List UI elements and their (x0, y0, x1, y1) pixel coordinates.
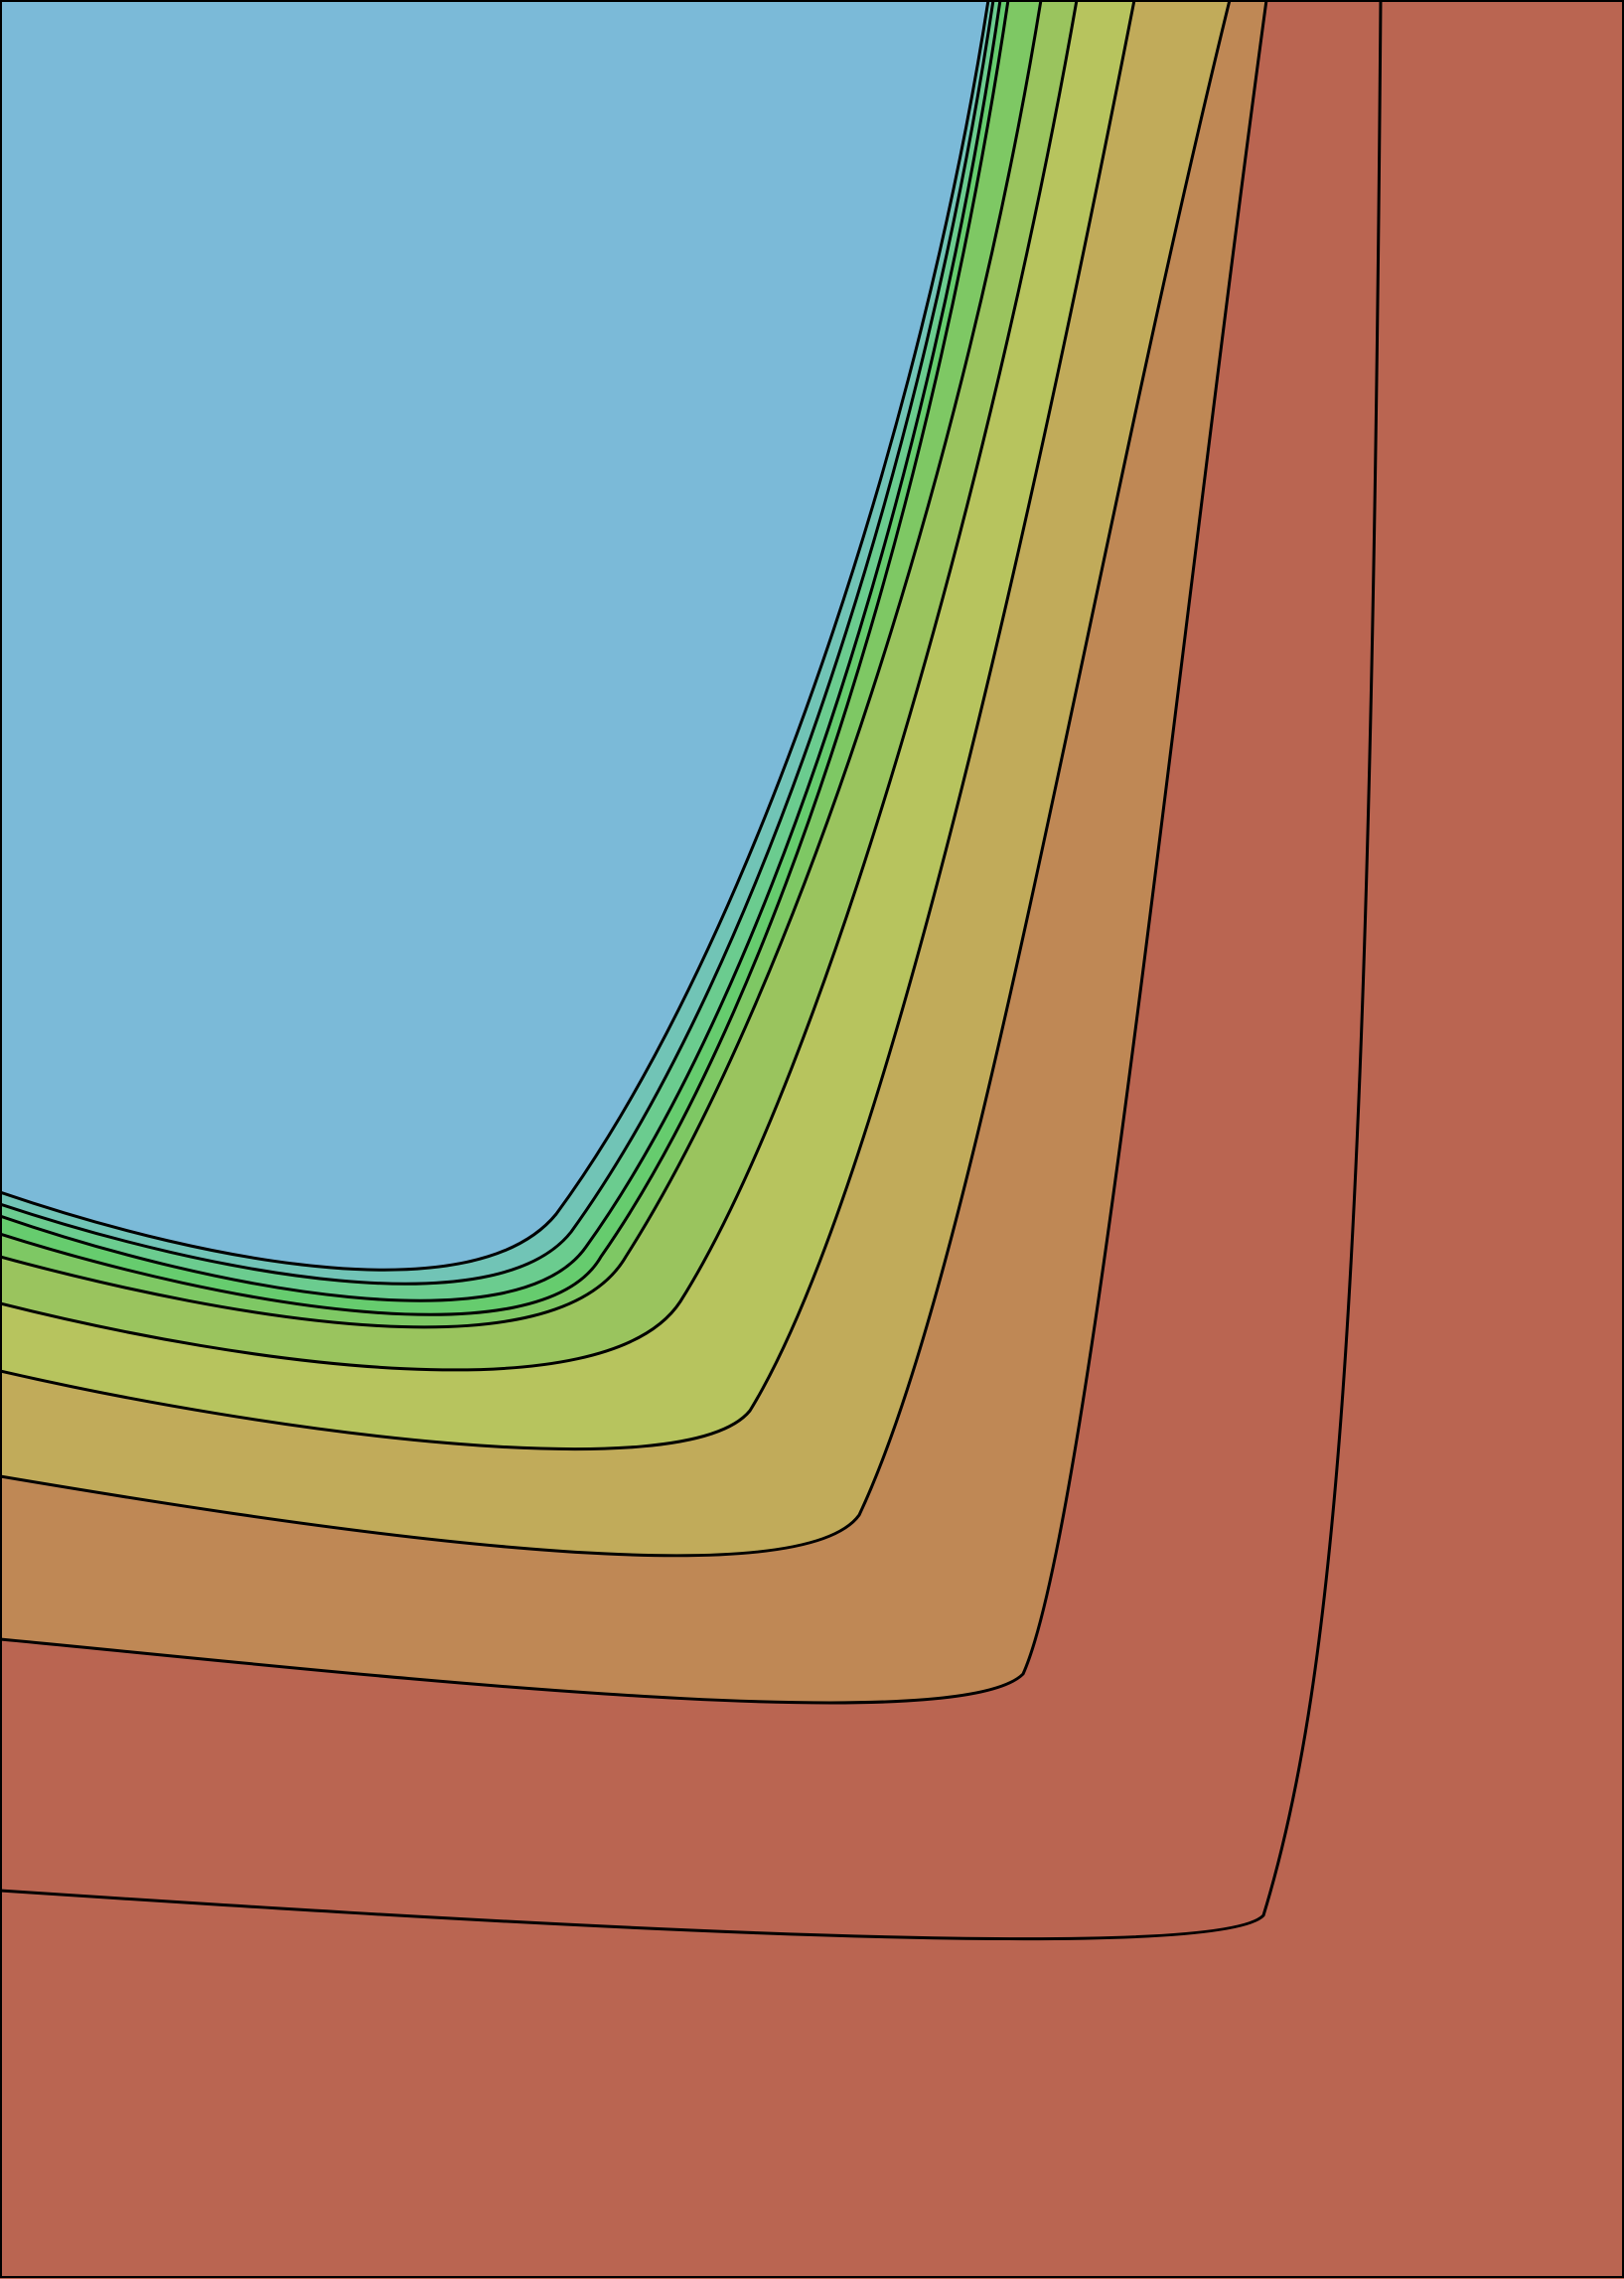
contour-line-5 (0, 0, 1043, 1329)
contour-band-1 (0, 0, 988, 1271)
contour-line-4 (0, 0, 1010, 1316)
contour-line-6 (0, 0, 1079, 1372)
contour-line-10 (0, 0, 1383, 1941)
contour-line-8 (0, 0, 1232, 1558)
contour-line-3 (0, 0, 1002, 1302)
contour-line-7 (0, 0, 1136, 1451)
contour-line-9 (0, 0, 1268, 1705)
contour-line-1 (0, 0, 990, 1272)
contour-line-2 (0, 0, 995, 1286)
